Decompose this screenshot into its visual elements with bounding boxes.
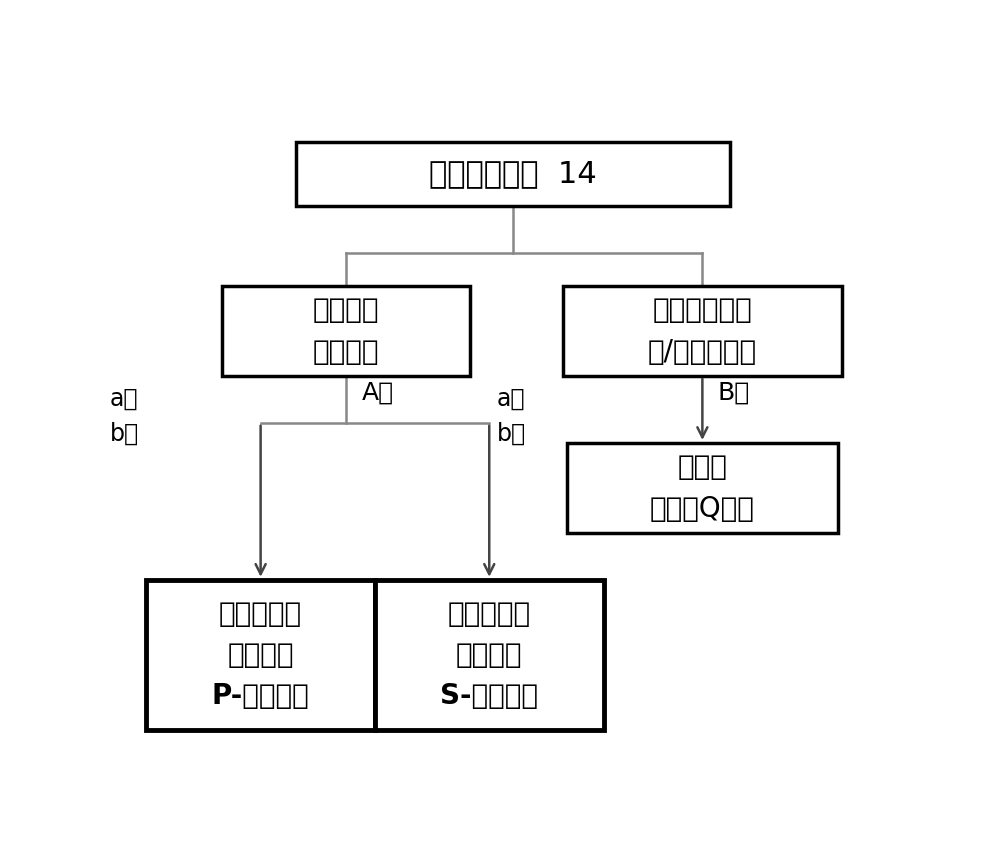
Bar <box>563 286 842 376</box>
Text: 第二光隔离
器开关开
S-偏振输出: 第二光隔离 器开关开 S-偏振输出 <box>440 600 538 710</box>
Text: 横向半波电压
开/断切换操作: 横向半波电压 开/断切换操作 <box>648 297 757 366</box>
Text: a开
b关: a开 b关 <box>109 387 139 446</box>
Text: B亮: B亮 <box>718 381 750 405</box>
Text: a关
b开: a关 b开 <box>497 387 526 446</box>
Bar <box>375 580 604 730</box>
Text: 电光控制装置  14: 电光控制装置 14 <box>429 160 596 189</box>
Text: 非偏振
电光调Q光路: 非偏振 电光调Q光路 <box>650 453 755 523</box>
Bar <box>296 142 730 205</box>
Text: 第一光隔离
器开关开
P-偏振输出: 第一光隔离 器开关开 P-偏振输出 <box>212 600 310 710</box>
Bar <box>222 286 470 376</box>
Text: A亮: A亮 <box>361 381 394 405</box>
Text: 持续横向
半波电压: 持续横向 半波电压 <box>313 297 379 366</box>
Bar <box>567 443 838 533</box>
Bar <box>146 580 375 730</box>
